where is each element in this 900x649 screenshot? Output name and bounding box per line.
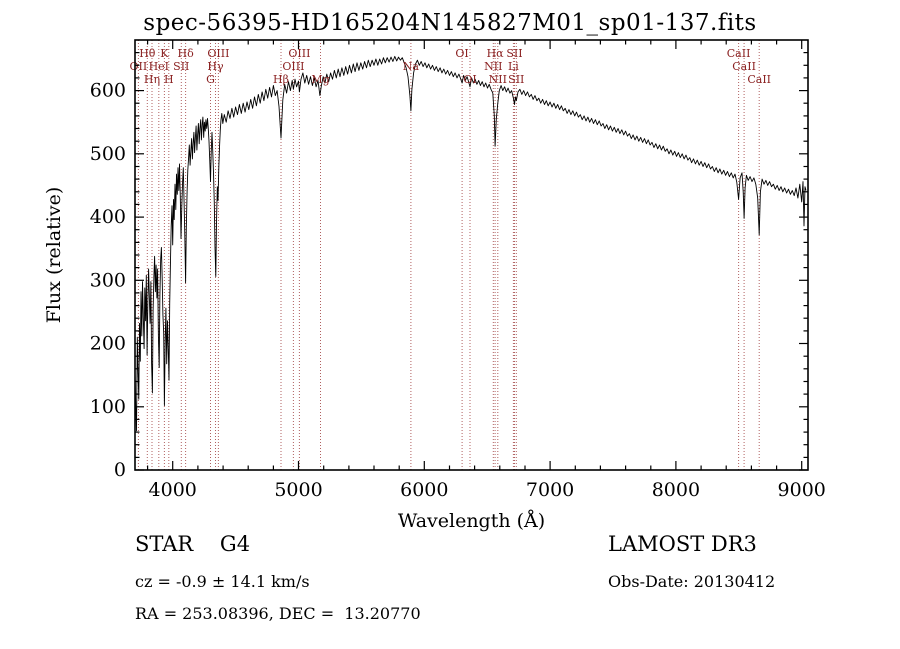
spectral-line-label: Hγ [207, 60, 224, 73]
x-axis-title: Wavelength (Å) [398, 510, 545, 532]
spectral-line-label: K [160, 47, 169, 60]
spectral-line-label: Na [403, 60, 420, 73]
spectral-line-label: HeI [149, 60, 169, 73]
x-tick-label: 7000 [526, 479, 574, 501]
spectral-line-label: OIII [282, 60, 304, 73]
spectral-line-label: NII [489, 73, 507, 86]
y-tick-label: 600 [90, 80, 126, 102]
y-tick-label: 300 [90, 269, 126, 291]
x-tick-label: 8000 [652, 479, 700, 501]
spectral-line-label: OII [130, 60, 148, 73]
spectral-line-label: G [206, 73, 215, 86]
spectral-line-label: Hβ [273, 73, 289, 86]
spectral-line-label: SII [508, 73, 524, 86]
x-tick-label: 9000 [778, 479, 826, 501]
spectral-line-label: OIII [288, 47, 310, 60]
y-tick-label: 100 [90, 396, 126, 418]
spectral-line-label: OI [463, 73, 476, 86]
plot-frame [134, 39, 809, 471]
x-tick-label: 6000 [400, 479, 448, 501]
spectral-line-label: SII [506, 47, 522, 60]
obs-date-label: Obs-Date: 20130412 [608, 572, 776, 591]
spectral-line-label: CaII [732, 60, 756, 73]
spectral-line-label: OIII [207, 47, 229, 60]
spectral-line-label: CaII [747, 73, 771, 86]
y-tick-label: 0 [114, 459, 126, 481]
y-tick-label: 500 [90, 143, 126, 165]
spectral-line-label: Li [508, 60, 519, 73]
spectral-line-label: Hδ [177, 47, 194, 60]
spectral-line-label: Mg [311, 73, 329, 86]
spectral-line-label: OI [455, 47, 468, 60]
spectral-line-label: CaII [727, 47, 751, 60]
ra-dec-label: RA = 253.08396, DEC = 13.20770 [135, 604, 421, 623]
spectral-line-label: Hα [487, 47, 505, 60]
spectral-line-label: H [164, 73, 174, 86]
survey-release-label: LAMOST DR3 [608, 532, 757, 556]
plot-title: spec-56395-HD165204N145827M01_sp01-137.f… [143, 10, 757, 36]
y-axis-title: Flux (relative) [43, 187, 65, 324]
spectral-line-label: Hθ [139, 47, 156, 60]
object-class-label: STAR G4 [135, 532, 251, 556]
spectral-line-label: SII [173, 60, 189, 73]
spectral-line-label: NII [484, 60, 502, 73]
radial-velocity-label: cz = -0.9 ± 14.1 km/s [135, 572, 310, 591]
spectral-line-label: Hη [144, 73, 160, 86]
x-tick-label: 4000 [149, 479, 197, 501]
y-tick-label: 200 [90, 333, 126, 355]
spectrum-plot: OIIHθHηHeIKHSIIHδGHγOIIIHβOIIIOIIIMgNaOI… [43, 39, 826, 532]
y-tick-label: 400 [90, 206, 126, 228]
x-tick-label: 5000 [274, 479, 322, 501]
spectrum-trace [134, 55, 807, 432]
